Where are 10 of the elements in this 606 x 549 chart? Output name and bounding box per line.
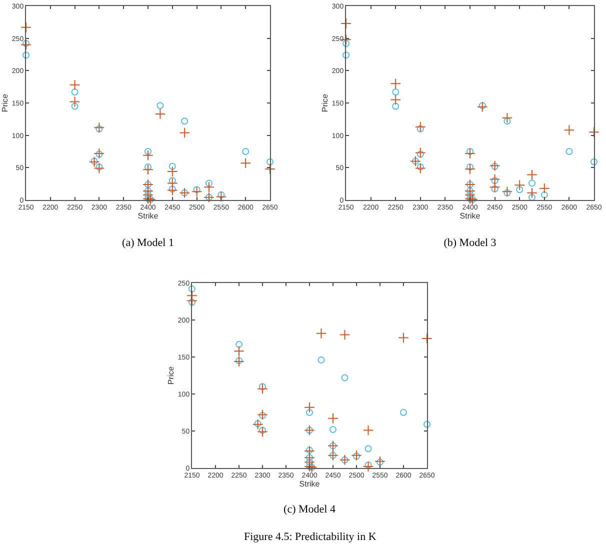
text: (b) Model 3 [444,237,497,250]
x-axis-title: Strike [299,480,320,488]
y-axis-title: Price [0,93,10,112]
y-axis-title: Price [320,93,330,112]
x-axis-title: Strike [138,212,159,220]
text: (c) Model 4 [284,504,336,516]
text: (a) Model 1 [122,237,174,250]
y-axis-title: Price [166,366,176,385]
caption: Figure 4.5: Predictability in K [244,531,376,543]
x-axis-title: Strike [460,212,481,220]
